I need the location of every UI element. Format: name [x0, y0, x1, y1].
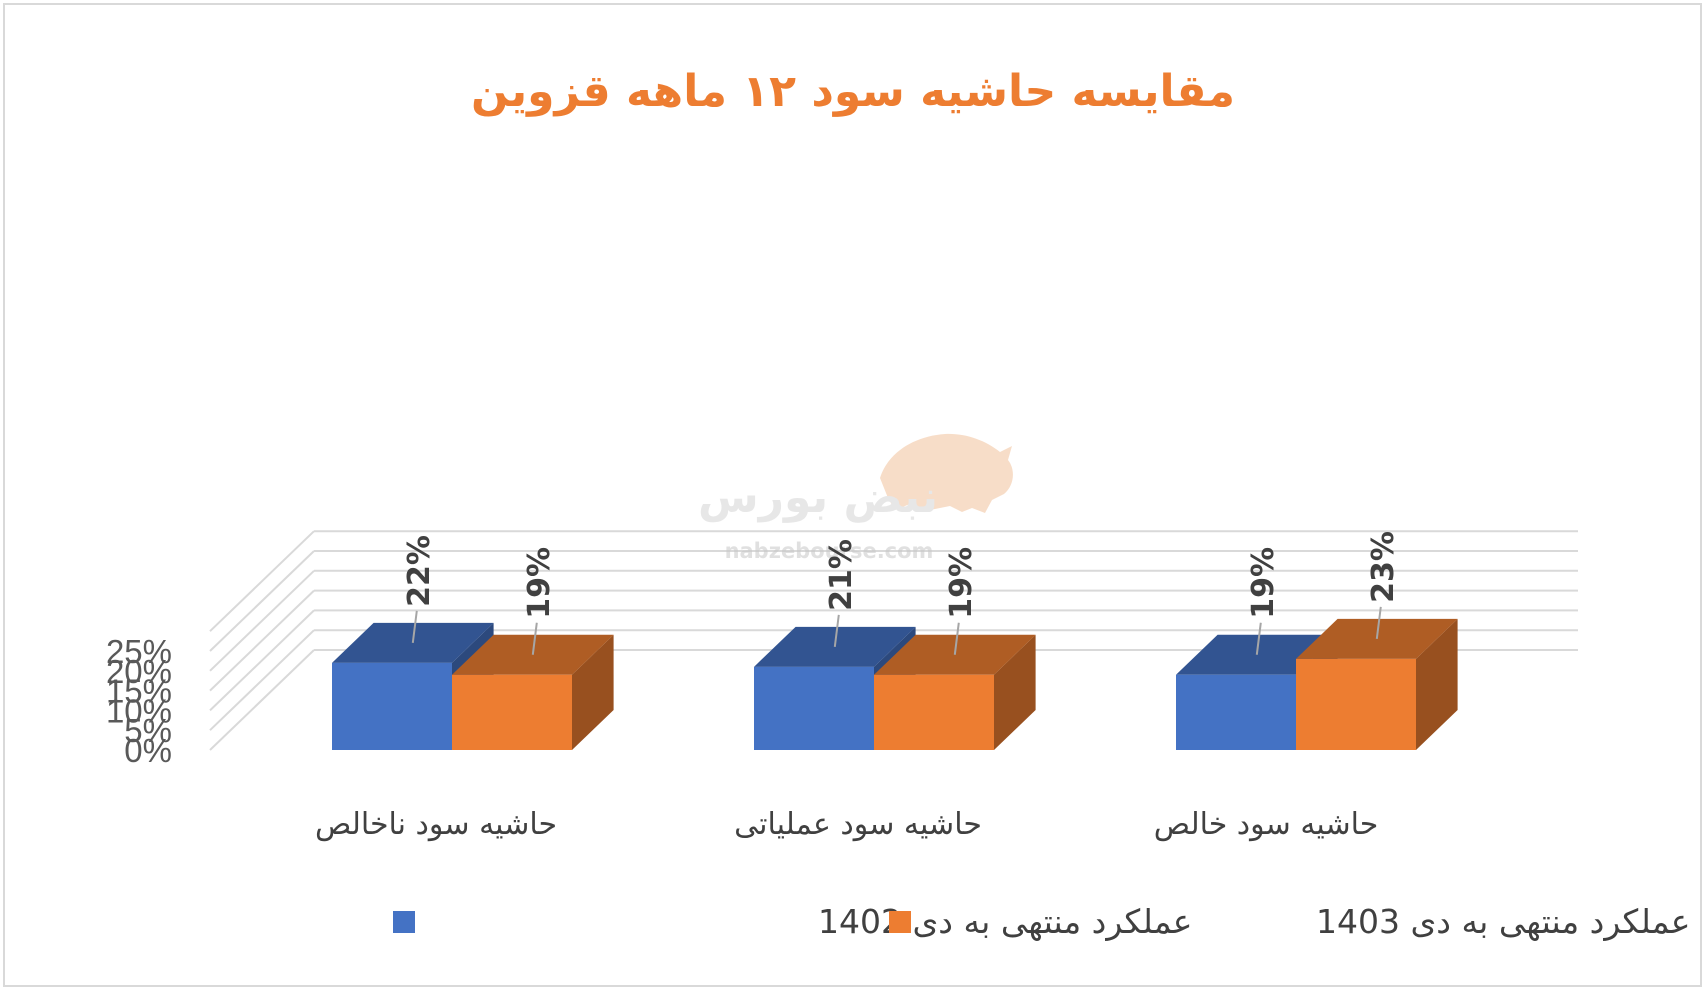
data-label: 19% — [522, 547, 557, 619]
bar-front — [754, 666, 874, 750]
bull-logo-icon — [880, 433, 1013, 513]
y-tick-label: 5% — [124, 712, 172, 749]
gridline-diagonal — [209, 570, 315, 672]
chart-frame — [3, 3, 1702, 987]
watermark-url: nabzebourse.com — [725, 539, 934, 563]
bar-front — [1176, 674, 1296, 750]
data-label: 19% — [1246, 547, 1281, 619]
y-tick-label: 15% — [106, 673, 172, 710]
y-tick-label: 10% — [106, 692, 172, 729]
data-label-leader — [411, 610, 418, 644]
data-label: 22% — [402, 535, 437, 607]
bars-layer — [332, 618, 1458, 750]
gridline-diagonal — [209, 550, 315, 652]
gridline-diagonal — [209, 589, 315, 692]
bar-side — [994, 634, 1036, 750]
legend-swatch — [393, 911, 415, 933]
category-labels: حاشیه سود ناخالص حاشیه سود عملیاتی حاشیه س… — [315, 807, 1378, 842]
y-tick-label: 25% — [106, 633, 172, 670]
y-axis-ticks: 0%5%10%15%20%25% — [106, 633, 172, 769]
bar-side — [1416, 618, 1458, 750]
watermark-brand: نبض بورس — [698, 472, 938, 523]
legend-label: عملکرد منتهی به دی 1402 — [818, 902, 1192, 941]
data-label: 23% — [1366, 531, 1401, 603]
chart-title: مقایسه حاشیه سود ۱۲ ماهه قزوین — [471, 66, 1235, 117]
data-label-leader — [833, 614, 840, 647]
data-labels-layer: 22% 19% 21% 19% 19% 23% — [402, 531, 1401, 655]
watermark: نبض بورس nabzebourse.com — [698, 433, 1013, 563]
gridline-diagonal — [209, 649, 315, 751]
y-tick-label: 20% — [106, 653, 172, 690]
data-label-leader — [1375, 606, 1382, 640]
bar-side — [572, 634, 614, 750]
data-label-leader — [531, 622, 538, 655]
data-label-leader — [1255, 622, 1262, 655]
gridline-diagonal — [209, 530, 315, 632]
legend-swatch — [889, 911, 911, 933]
bar-front — [452, 674, 572, 750]
legend-label: عملکرد منتهی به دی 1403 — [1316, 902, 1690, 941]
gridline-diagonal — [209, 629, 315, 731]
bar-2-1 — [452, 634, 614, 750]
data-label: 19% — [944, 547, 979, 619]
category-label: حاشیه سود خالص — [1154, 807, 1379, 842]
y-tick-label: 0% — [124, 732, 172, 769]
legend: عملکرد منتهی به دی 1402 عملکرد منتهی به د… — [393, 902, 1690, 941]
category-label: حاشیه سود عملیاتی — [734, 807, 982, 842]
bar-front — [332, 662, 452, 750]
bar-front — [1296, 658, 1416, 750]
bar-front — [874, 674, 994, 750]
data-label: 21% — [824, 539, 859, 611]
data-label-leader — [953, 622, 960, 655]
gridline-diagonal — [209, 609, 315, 712]
category-label: حاشیه سود ناخالص — [315, 807, 557, 842]
